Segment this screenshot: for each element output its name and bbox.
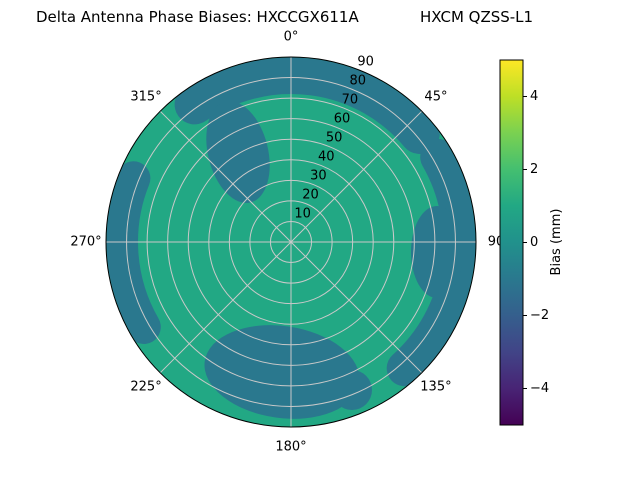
colorbar-tick-label: 4 xyxy=(530,89,538,104)
angular-tick-label: 0° xyxy=(284,30,299,45)
colorbar-label: Bias (mm) xyxy=(549,209,564,276)
polar-grid xyxy=(106,57,476,427)
angular-tick-label: 315° xyxy=(130,90,161,105)
contour-region-bottom-right xyxy=(332,370,372,410)
colorbar-tick-label: −2 xyxy=(530,308,549,323)
colorbar-tick-label: 0 xyxy=(530,235,538,250)
angular-tick-label: 45° xyxy=(424,90,447,105)
colorbar-gradient xyxy=(500,60,523,425)
radial-tick-label: 10 xyxy=(294,206,311,221)
radial-tick-label: 50 xyxy=(326,130,343,145)
polar-axes: 0° 45° 90 135° 180° 225° 270° 315° 10 20 30 40 50 60 7… xyxy=(70,30,504,455)
colorbar-ticks: −4 −2 0 2 4 xyxy=(523,89,549,396)
colorbar-tick-label: −4 xyxy=(530,381,549,396)
radial-tick-label: 80 xyxy=(349,73,366,88)
angular-tick-label: 135° xyxy=(420,379,451,394)
angular-tick-label: 180° xyxy=(275,440,306,455)
angular-tick-label: 225° xyxy=(130,379,161,394)
radial-tick-label: 90 xyxy=(357,54,374,69)
chart-title-left: Delta Antenna Phase Biases: HXCCGX611A xyxy=(36,8,359,26)
colorbar: −4 −2 0 2 4 Bias (mm) xyxy=(500,60,564,425)
angular-tick-label: 270° xyxy=(70,235,101,250)
radial-tick-label: 30 xyxy=(310,168,327,183)
colorbar-tick-label: 2 xyxy=(530,162,538,177)
chart-title-right: HXCM QZSS-L1 xyxy=(420,8,533,26)
radial-tick-label: 20 xyxy=(302,187,319,202)
radial-tick-label: 40 xyxy=(318,149,335,164)
radial-tick-label: 70 xyxy=(342,92,359,107)
radial-tick-label: 60 xyxy=(334,111,351,126)
